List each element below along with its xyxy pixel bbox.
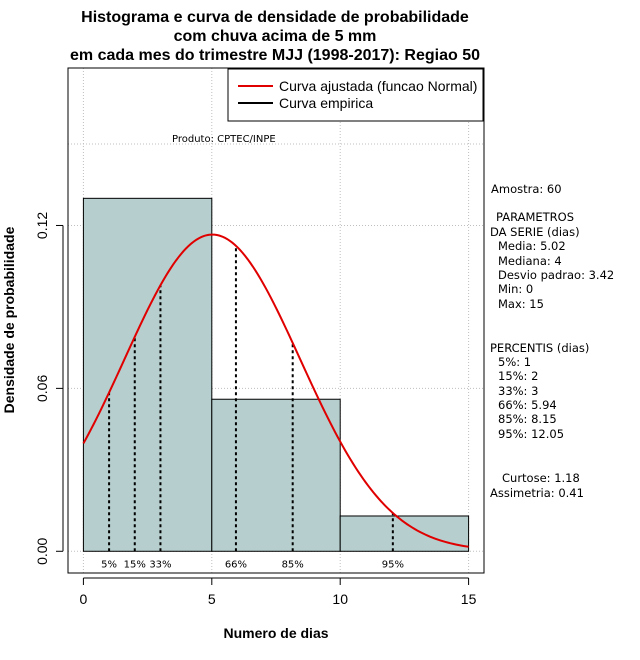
- y-tick-label: 0.06: [34, 375, 50, 402]
- histogram-bar: [211, 398, 341, 552]
- percentile-label: 33%: [149, 559, 171, 570]
- stat-curtose: Curtose: 1.18: [502, 471, 580, 485]
- stat-p33: 33%: 3: [498, 384, 538, 398]
- stat-parametros-title-2: DA SERIE (dias): [490, 225, 580, 239]
- stat-p5: 5%: 1: [498, 355, 531, 369]
- percentile-label: 66%: [225, 559, 247, 570]
- stat-p66: 66%: 5.94: [498, 398, 557, 412]
- percentile-label: 95%: [382, 559, 404, 570]
- x-tick-label: 5: [208, 591, 216, 607]
- stat-mediana: Mediana: 4: [498, 254, 562, 268]
- percentile-label: 5%: [101, 559, 117, 570]
- stat-min: Min: 0: [498, 282, 533, 296]
- stat-media: Media: 5.02: [498, 239, 566, 253]
- percentile-label: 15%: [124, 559, 146, 570]
- x-tick-label: 10: [332, 591, 348, 607]
- x-tick-label: 0: [80, 591, 88, 607]
- stat-amostra: Amostra: 60: [491, 182, 562, 196]
- legend-empirical-label: Curva empirica: [279, 95, 373, 111]
- plot-border: [67, 67, 485, 574]
- normal-curve: [82, 233, 469, 548]
- x-tick-label: 15: [461, 591, 477, 607]
- stat-p85: 85%: 8.15: [498, 412, 557, 426]
- percentile-lines: 5% 15% 33% 66% 85% 95%: [101, 245, 404, 570]
- histogram-bars: [82, 197, 470, 552]
- legend-normal-label: Curva ajustada (funcao Normal): [279, 78, 477, 94]
- stat-parametros-title-1: PARAMETROS: [496, 210, 574, 224]
- stat-p95: 95%: 12.05: [498, 427, 564, 441]
- stat-percentis-title: PERCENTIS (dias): [490, 341, 589, 355]
- x-axis-title: Numero de dias: [223, 625, 328, 641]
- percentile-label: 85%: [282, 559, 304, 570]
- legend: Curva ajustada (funcao Normal) Curva emp…: [227, 68, 484, 122]
- source-label: Produto: CPTEC/INPE: [172, 134, 276, 145]
- stat-p15: 15%: 2: [498, 369, 538, 383]
- y-axis-title: Densidade de probabilidade: [1, 226, 17, 413]
- stat-desvio: Desvio padrao: 3.42: [498, 268, 614, 282]
- axes: 0 5 10 15 0.00 0.06 0.12: [34, 212, 477, 607]
- chart-title-line-1: Histograma e curva de densidade de proba…: [81, 9, 469, 26]
- chart-title-line-3: em cada mes do trimestre MJJ (1998-2017)…: [70, 47, 480, 64]
- stat-max: Max: 15: [498, 297, 544, 311]
- y-tick-label: 0.00: [34, 537, 50, 564]
- chart-title-line-2: com chuva acima de 5 mm: [174, 28, 377, 45]
- histogram-bar: [82, 197, 213, 552]
- normal-curve-layer: [82, 233, 469, 548]
- stats-panel: Amostra: 60 PARAMETROS DA SERIE (dias) M…: [490, 182, 614, 500]
- stat-assimetria: Assimetria: 0.41: [490, 486, 584, 500]
- y-tick-label: 0.12: [34, 212, 50, 239]
- legend-box: [227, 68, 484, 122]
